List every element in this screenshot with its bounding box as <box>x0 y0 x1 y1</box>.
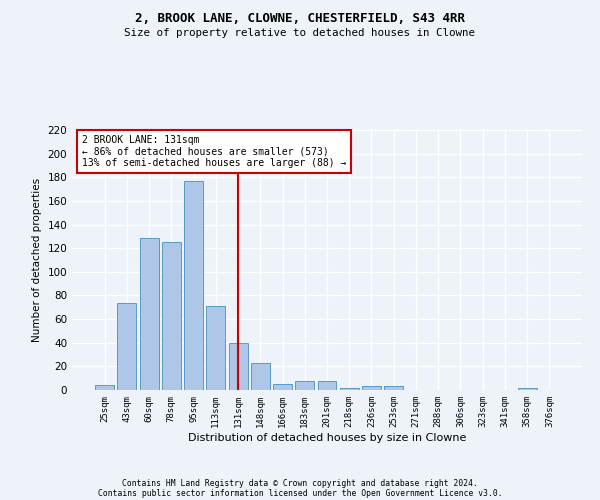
Bar <box>317 380 337 390</box>
Bar <box>118 302 136 390</box>
Y-axis label: Number of detached properties: Number of detached properties <box>32 178 42 342</box>
Bar <box>95 386 114 390</box>
Bar <box>295 380 314 390</box>
Text: 2, BROOK LANE, CLOWNE, CHESTERFIELD, S43 4RR: 2, BROOK LANE, CLOWNE, CHESTERFIELD, S43… <box>135 12 465 26</box>
Bar <box>273 384 292 390</box>
Bar <box>140 238 158 390</box>
X-axis label: Distribution of detached houses by size in Clowne: Distribution of detached houses by size … <box>188 432 466 442</box>
Bar <box>206 306 225 390</box>
Text: 2 BROOK LANE: 131sqm
← 86% of detached houses are smaller (573)
13% of semi-deta: 2 BROOK LANE: 131sqm ← 86% of detached h… <box>82 135 347 168</box>
Bar <box>184 181 203 390</box>
Text: Contains public sector information licensed under the Open Government Licence v3: Contains public sector information licen… <box>98 488 502 498</box>
Bar <box>362 386 381 390</box>
Bar <box>340 388 359 390</box>
Text: Contains HM Land Registry data © Crown copyright and database right 2024.: Contains HM Land Registry data © Crown c… <box>122 478 478 488</box>
Bar <box>251 363 270 390</box>
Bar <box>384 386 403 390</box>
Bar <box>518 388 536 390</box>
Bar <box>229 342 248 390</box>
Bar <box>162 242 181 390</box>
Text: Size of property relative to detached houses in Clowne: Size of property relative to detached ho… <box>125 28 476 38</box>
